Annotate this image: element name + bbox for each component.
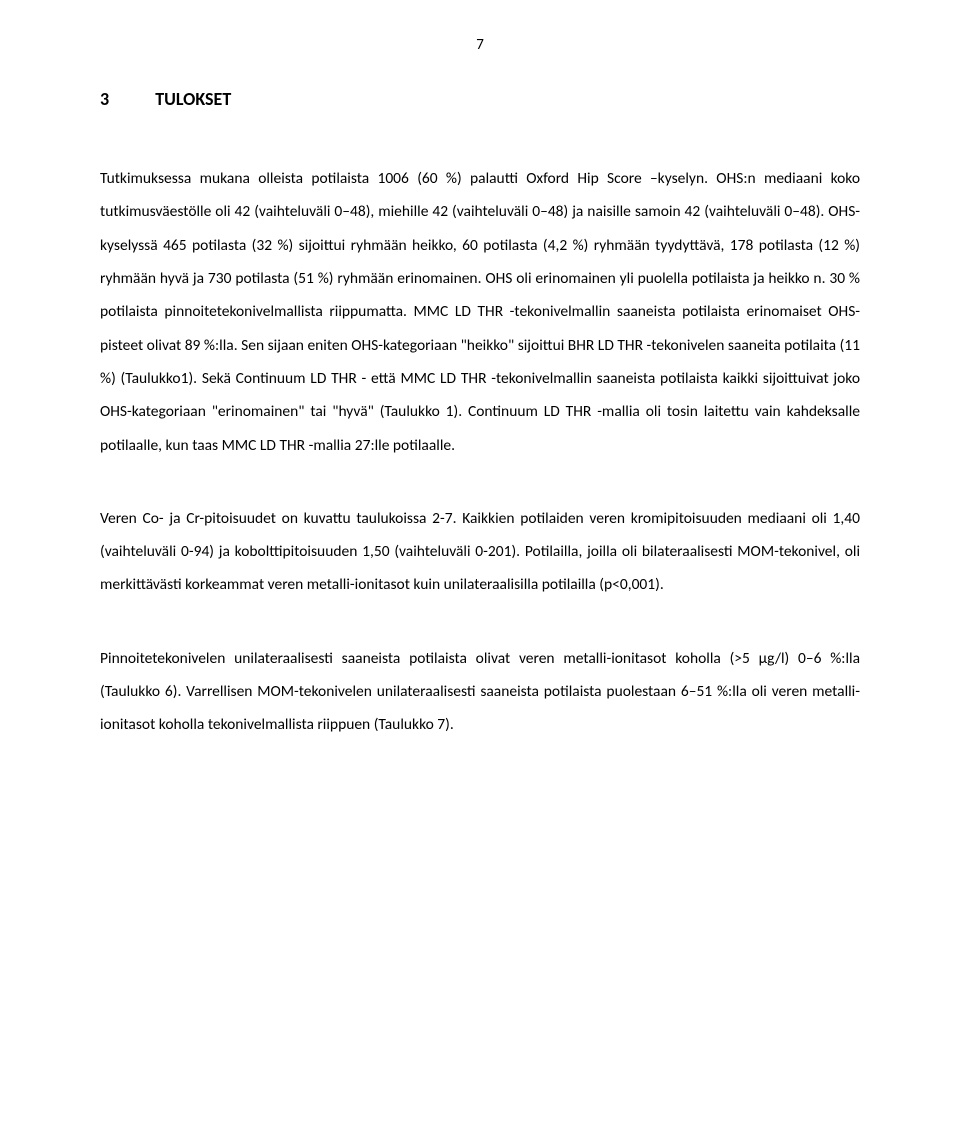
paragraph-3: Pinnoitetekonivelen unilateraalisesti sa… (100, 642, 860, 742)
document-page: 7 3 TULOKSET Tutkimuksessa mukana olleis… (0, 0, 960, 1124)
section-heading: 3 TULOKSET (100, 88, 860, 110)
paragraph-2: Veren Co- ja Cr-pitoisuudet on kuvattu t… (100, 502, 860, 602)
page-number: 7 (100, 36, 860, 54)
paragraph-1: Tutkimuksessa mukana olleista potilaista… (100, 162, 860, 462)
heading-text: TULOKSET (155, 88, 231, 110)
heading-number: 3 (100, 88, 109, 110)
